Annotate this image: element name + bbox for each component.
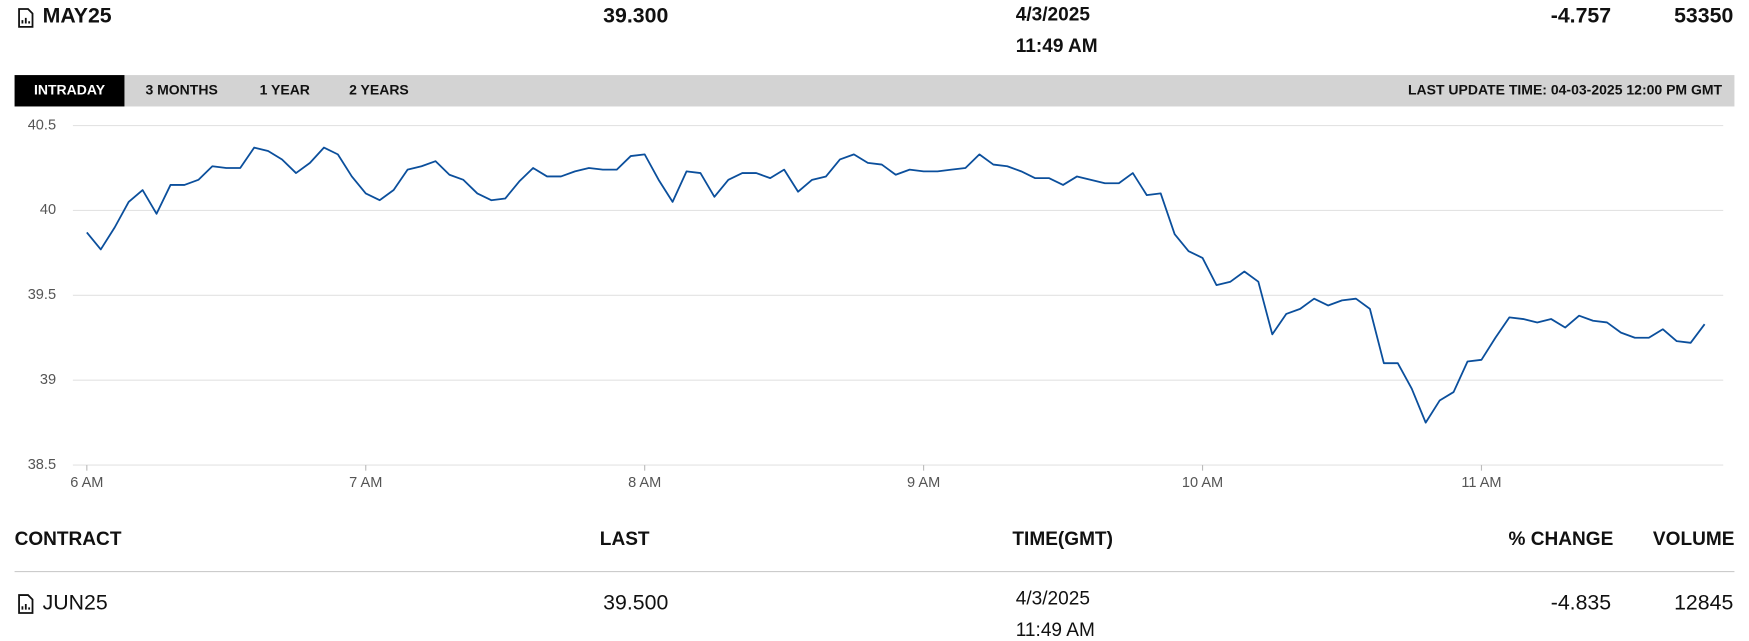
- change: -4.757: [1551, 3, 1611, 27]
- x-tick-label: 9 AM: [907, 475, 940, 491]
- table-header: VOLUME: [1653, 529, 1735, 550]
- price-line: [86, 146, 1706, 424]
- y-tick-label: 39: [40, 372, 56, 388]
- table-header: CONTRACT: [15, 529, 122, 550]
- last-price: 39.300: [603, 3, 668, 27]
- time: 11:49 AM: [1016, 620, 1095, 641]
- y-tick-label: 40.5: [28, 117, 56, 133]
- tab[interactable]: 1 YEAR: [260, 81, 310, 97]
- table-header: TIME(GMT): [1012, 529, 1113, 550]
- y-tick-label: 38.5: [28, 457, 56, 473]
- table-header: % CHANGE: [1509, 529, 1614, 550]
- volume: 12845: [1674, 591, 1733, 615]
- chart: 38.5 39 39.5 40 40.5 6 AM 7 AM 8 AM 9 AM 10 AM 11 …: [28, 117, 1724, 491]
- doc-icon: [18, 8, 34, 28]
- y-tick-label: 39.5: [28, 287, 56, 303]
- x-tick-label: 7 AM: [349, 475, 382, 491]
- contract[interactable]: MAY25: [43, 3, 112, 27]
- tab[interactable]: 2 YEARS: [349, 81, 409, 97]
- tab-bar: [14, 75, 1735, 107]
- x-tick-label: 11 AM: [1461, 475, 1501, 491]
- change: -4.835: [1551, 591, 1611, 615]
- table-header: LAST: [600, 529, 650, 550]
- x-tick-label: 8 AM: [628, 475, 661, 491]
- tab[interactable]: INTRADAY: [34, 81, 106, 97]
- date: 4/3/2025: [1016, 589, 1090, 610]
- date: 4/3/2025: [1016, 5, 1091, 26]
- x-tick-label: 10 AM: [1182, 475, 1223, 491]
- active-tab[interactable]: [14, 75, 125, 107]
- last-price: 39.500: [603, 591, 668, 615]
- x-tick-label: 6 AM: [70, 475, 103, 491]
- contract[interactable]: JUN25: [43, 591, 108, 615]
- last-update: LAST UPDATE TIME: 04-03-2025 12:00 PM GM…: [1408, 81, 1723, 97]
- tab[interactable]: 3 MONTHS: [145, 81, 217, 97]
- volume: 53350: [1674, 3, 1733, 27]
- time: 11:49 AM: [1016, 36, 1098, 57]
- doc-icon: [18, 594, 34, 614]
- y-tick-label: 40: [40, 202, 56, 218]
